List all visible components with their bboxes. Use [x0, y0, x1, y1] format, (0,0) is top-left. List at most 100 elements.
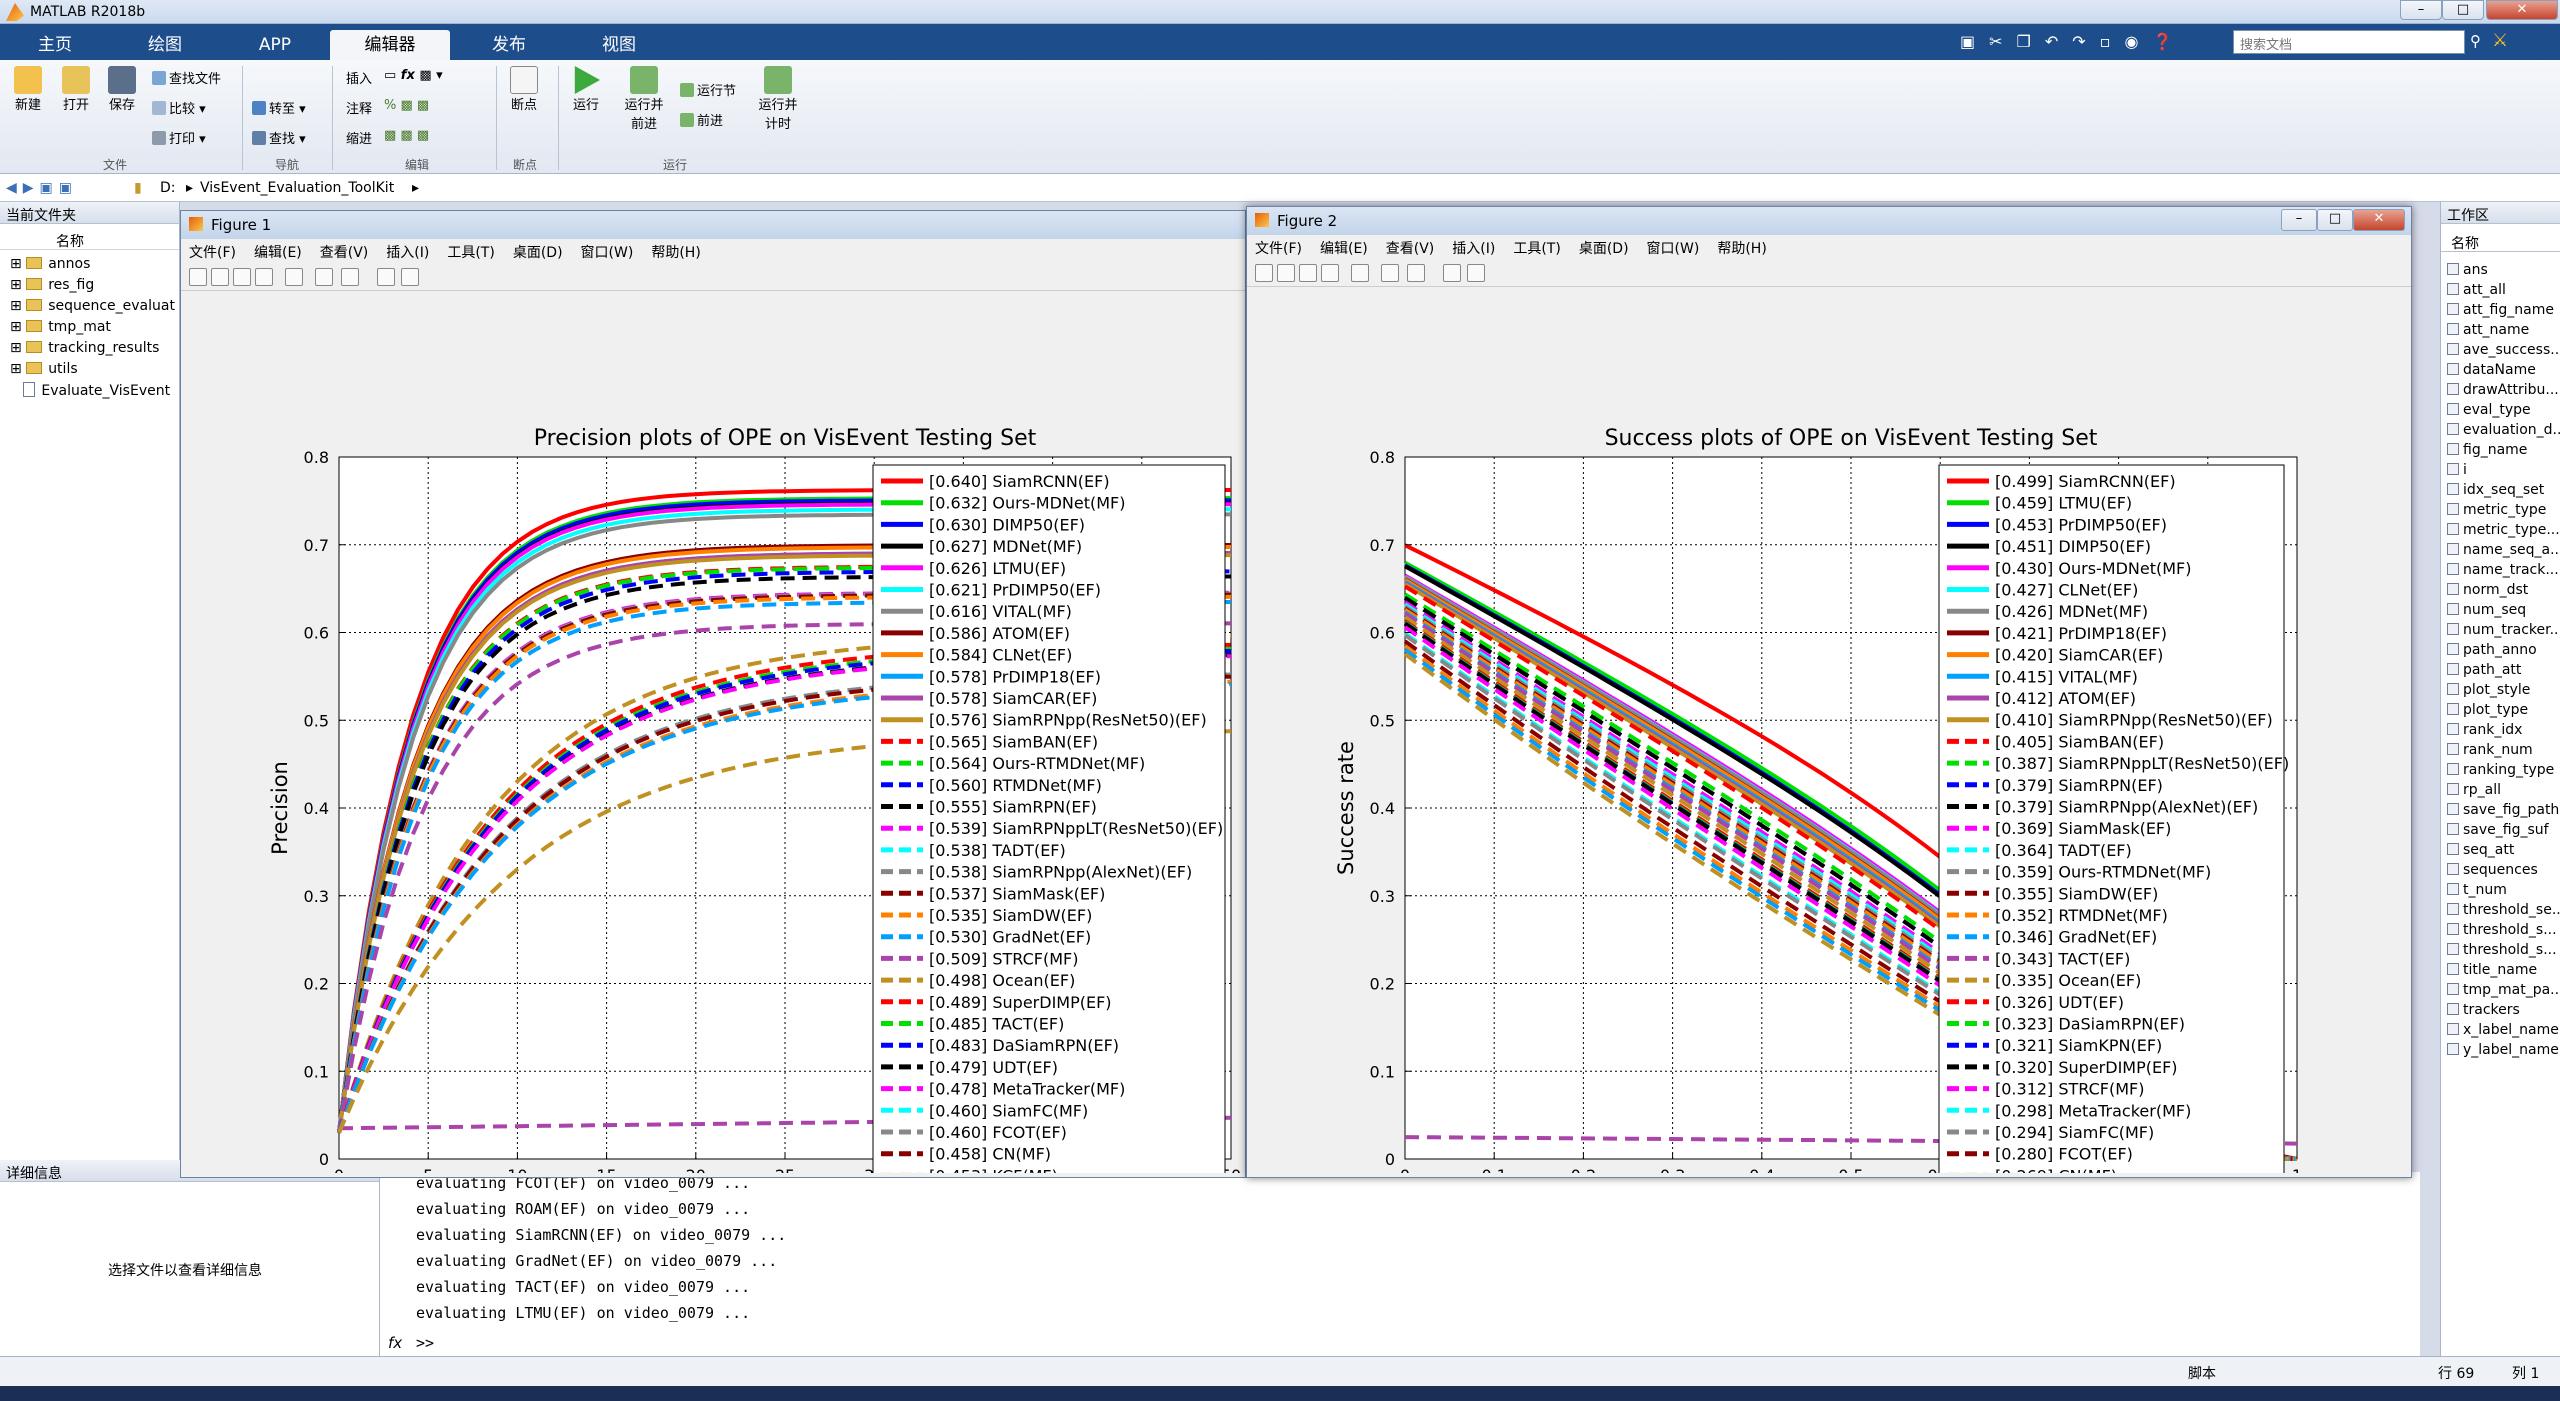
figure-menu-item[interactable]: 查看(V) [1385, 241, 1435, 257]
workspace-variable[interactable]: drawAttribu... [2447, 382, 2559, 398]
workspace-variable[interactable]: threshold_se... [2447, 902, 2560, 918]
breakpoints-button[interactable]: 断点 [504, 66, 544, 113]
fx-icon[interactable]: ▭ fx ▩ ▾ [384, 68, 443, 83]
workspace-variable[interactable]: att_fig_name [2447, 302, 2554, 318]
tab-1[interactable]: 绘图 [148, 35, 182, 55]
workspace-variable[interactable]: x_label_name [2447, 1022, 2559, 1038]
figure-menu-item[interactable]: 文件(F) [1255, 241, 1302, 257]
workspace-variable[interactable]: num_tracker... [2447, 622, 2560, 638]
workspace-variable[interactable]: metric_type... [2447, 522, 2560, 538]
file-item[interactable]: Evaluate_VisEvent [10, 382, 170, 399]
tab-2[interactable]: APP [258, 35, 292, 55]
figure-1-window[interactable]: Figure 1 文件(F) 编辑(E) 查看(V) 插入(I) 工具(T) 桌面(D) 窗… [180, 210, 1246, 1256]
workspace-variable[interactable]: path_anno [2447, 642, 2537, 658]
figure-2-close-button[interactable]: ✕ [2353, 209, 2405, 231]
run-section-button[interactable]: 运行节 [680, 80, 736, 99]
figure-tool-icon[interactable] [341, 268, 359, 286]
workspace-variable[interactable]: threshold_s... [2447, 942, 2557, 958]
workspace-variable[interactable]: plot_style [2447, 682, 2530, 698]
workspace-variable[interactable]: evaluation_d... [2447, 422, 2560, 438]
figure-menu-item[interactable]: 帮助(H) [1717, 241, 1767, 257]
workspace-variable[interactable]: y_label_name [2447, 1042, 2559, 1058]
workspace-variable[interactable]: save_fig_suf [2447, 822, 2549, 838]
figure-menu-item[interactable]: 桌面(D) [1578, 241, 1629, 257]
address-drive[interactable]: D: [160, 180, 176, 196]
figure-tool-icon[interactable] [285, 268, 303, 286]
figure-tool-icon[interactable] [255, 268, 273, 286]
workspace-variable[interactable]: ave_success... [2447, 342, 2560, 358]
figure-menu-item[interactable]: 文件(F) [189, 245, 236, 261]
workspace-variable[interactable]: ranking_type [2447, 762, 2554, 778]
figure-2-window[interactable]: Figure 2 – □ ✕ 文件(F) 编辑(E) 查看(V) 插入(I) 工具(T)… [1246, 206, 2412, 1256]
figure-tool-icon[interactable] [1321, 264, 1339, 282]
figure-menu-item[interactable]: 编辑(E) [1319, 241, 1368, 257]
workspace-variable[interactable]: save_fig_path [2447, 802, 2559, 818]
tab-5[interactable]: 视图 [602, 35, 636, 55]
workspace-variable[interactable]: title_name [2447, 962, 2537, 978]
address-folder[interactable]: VisEvent_Evaluation_ToolKit [200, 180, 395, 196]
run-button[interactable]: 运行 [566, 66, 606, 113]
workspace-variable[interactable]: rp_all [2447, 782, 2501, 798]
figure-menu-item[interactable]: 插入(I) [386, 245, 430, 261]
figure-menu-item[interactable]: 工具(T) [447, 245, 495, 261]
search-input[interactable]: 搜索文档 [2233, 30, 2465, 54]
workspace-variable[interactable]: rank_num [2447, 742, 2533, 758]
workspace-variable[interactable]: t_num [2447, 882, 2507, 898]
figure-menu-item[interactable]: 窗口(W) [1646, 241, 1700, 257]
save-button[interactable]: 保存 [102, 66, 142, 113]
figure-menu-item[interactable]: 查看(V) [319, 245, 369, 261]
figure-2-maximize-button[interactable]: □ [2317, 209, 2353, 231]
workspace-variable[interactable]: att_all [2447, 282, 2506, 298]
comment-button[interactable]: 注释 [346, 102, 373, 117]
workspace-variable[interactable]: path_att [2447, 662, 2521, 678]
minimize-button[interactable]: – [2400, 0, 2442, 20]
workspace-variable[interactable]: i [2447, 462, 2467, 478]
notification-icon[interactable]: ⚔ [2492, 30, 2509, 51]
workspace-variable[interactable]: name_track... [2447, 562, 2559, 578]
workspace-variable[interactable]: tmp_mat_pa... [2447, 982, 2560, 998]
indent-icons[interactable]: ▩ ▩ ▩ [384, 128, 430, 143]
workspace-variable[interactable]: trackers [2447, 1002, 2520, 1018]
figure-tool-icon[interactable] [1277, 264, 1295, 282]
figure-tool-icon[interactable] [377, 268, 395, 286]
file-item[interactable]: ⊞ annos [10, 256, 91, 272]
goto-button[interactable]: 转至 ▾ [252, 98, 306, 117]
quick-access-icons[interactable]: ▣✂❐↶↷▫◉❓ [1960, 32, 2187, 51]
workspace-variable[interactable]: plot_type [2447, 702, 2528, 718]
workspace-variable[interactable]: eval_type [2447, 402, 2531, 418]
figure-menu-item[interactable]: 编辑(E) [253, 245, 302, 261]
print-button[interactable]: 打印 ▾ [152, 128, 206, 147]
file-item[interactable]: ⊞ utils [10, 361, 78, 377]
workspace-variable[interactable]: norm_dst [2447, 582, 2528, 598]
workspace-variable[interactable]: num_seq [2447, 602, 2526, 618]
figure-menu-item[interactable]: 工具(T) [1513, 241, 1561, 257]
figure-tool-icon[interactable] [1299, 264, 1317, 282]
figure-tool-icon[interactable] [1351, 264, 1369, 282]
nav-arrows-icon[interactable]: ◀▶▣▣ [6, 180, 78, 196]
run-advance-button[interactable]: 运行并 前进 [618, 66, 670, 132]
new-button[interactable]: 新建 [8, 66, 48, 113]
workspace-variable[interactable]: threshold_s... [2447, 922, 2557, 938]
address-bar[interactable]: ◀▶▣▣ ▮ D: ▸ VisEvent_Evaluation_ToolKit … [0, 174, 2560, 202]
workspace-variable[interactable]: att_name [2447, 322, 2529, 338]
workspace-variable[interactable]: metric_type [2447, 502, 2546, 518]
figure-tool-icon[interactable] [233, 268, 251, 286]
search-icon[interactable]: ⚲ [2470, 32, 2481, 50]
command-prompt[interactable]: >> [416, 1334, 435, 1352]
workspace-variable[interactable]: idx_seq_set [2447, 482, 2544, 498]
run-time-button[interactable]: 运行并 计时 [752, 66, 804, 132]
workspace-variable[interactable]: rank_idx [2447, 722, 2522, 738]
figure-menu-item[interactable]: 帮助(H) [651, 245, 701, 261]
tab-0[interactable]: 主页 [38, 35, 72, 55]
compare-button[interactable]: 比较 ▾ [152, 98, 206, 117]
tab-4[interactable]: 发布 [492, 35, 526, 55]
figure-tool-icon[interactable] [1467, 264, 1485, 282]
figure-tool-icon[interactable] [1443, 264, 1461, 282]
name-column-header[interactable]: 名称 [0, 228, 179, 250]
figure-menu-item[interactable]: 桌面(D) [512, 245, 563, 261]
workspace-variable[interactable]: fig_name [2447, 442, 2527, 458]
find-button[interactable]: 查找 ▾ [252, 128, 306, 147]
find-files-button[interactable]: 查找文件 [152, 68, 221, 87]
figure-menu-item[interactable]: 窗口(W) [580, 245, 634, 261]
file-item[interactable]: ⊞ tracking_results [10, 340, 160, 356]
